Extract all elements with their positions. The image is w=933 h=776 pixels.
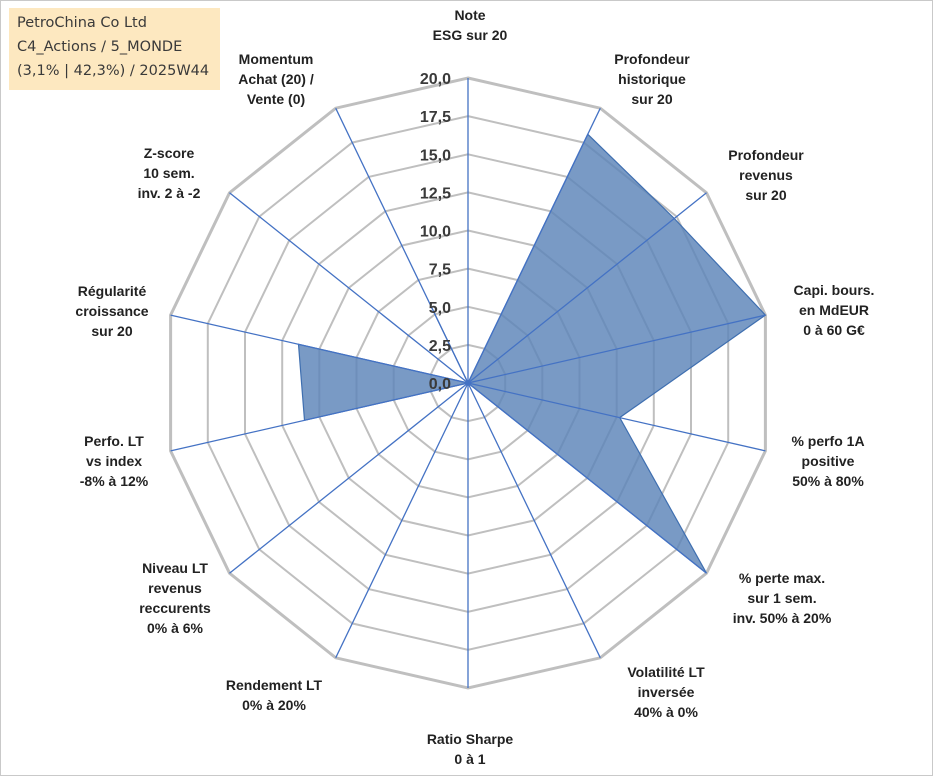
spoke-11	[170, 314, 469, 384]
axis-label-8: 0% à 20%	[242, 697, 306, 713]
tick-label: 20,0	[420, 71, 451, 88]
axis-label-0: ESG sur 20	[433, 27, 508, 43]
axis-label-11: Régularité	[78, 283, 147, 299]
spoke-9	[229, 382, 469, 574]
tick-label: 15,0	[420, 147, 451, 164]
axis-label-8: Rendement LT	[226, 677, 323, 693]
axis-label-10: vs index	[86, 453, 142, 469]
axis-label-3: 0 à 60 G€	[803, 322, 865, 338]
spoke-12	[229, 192, 469, 384]
axis-label-5: sur 1 sem.	[747, 590, 816, 606]
axis-label-0: Note	[454, 7, 485, 23]
spoke-1	[467, 107, 601, 384]
axis-label-4: positive	[802, 453, 855, 469]
axis-label-10: -8% à 12%	[80, 473, 149, 489]
axis-label-3: Capi. bours.	[794, 282, 875, 298]
tick-label: 2,5	[429, 338, 451, 355]
axis-label-9: reccurents	[139, 600, 211, 616]
axis-label-5: % perte max.	[739, 570, 825, 586]
spoke-4	[467, 382, 766, 452]
category-label: C4_Actions / 5_MONDE	[17, 39, 183, 55]
spoke-5	[467, 382, 707, 574]
axis-label-1: sur 20	[631, 91, 672, 107]
axis-label-6: Volatilité LT	[627, 664, 705, 680]
tick-label: 0,0	[429, 376, 451, 393]
spoke-13	[335, 107, 469, 384]
axis-label-6: inversée	[638, 684, 695, 700]
axis-label-12: 10 sem.	[143, 165, 194, 181]
axis-label-3: en MdEUR	[799, 302, 869, 318]
axis-label-2: Profondeur	[728, 147, 804, 163]
radar-axis-labels: Note ESG sur 20 Profondeur historique sur 20…	[75, 7, 874, 767]
axis-label-9: revenus	[148, 580, 202, 596]
stats-label: (3,1% | 42,3%) / 2025W44	[17, 63, 210, 79]
company-name: PetroChina Co Ltd	[17, 15, 147, 31]
axis-label-1: historique	[618, 71, 686, 87]
axis-label-9: Niveau LT	[142, 560, 208, 576]
tick-label: 5,0	[429, 300, 451, 317]
tick-label: 7,5	[429, 262, 451, 279]
axis-label-12: Z-score	[144, 145, 195, 161]
spoke-3	[467, 314, 766, 384]
axis-label-13: Vente (0)	[247, 91, 305, 107]
tick-label: 17,5	[420, 109, 451, 126]
axis-label-1: Profondeur	[614, 51, 690, 67]
spoke-10	[170, 382, 469, 452]
axis-label-7: Ratio Sharpe	[427, 731, 514, 747]
axis-label-6: 40% à 0%	[634, 704, 698, 720]
axis-label-11: sur 20	[91, 323, 132, 339]
tick-label: 12,5	[420, 185, 451, 202]
spoke-2	[467, 192, 707, 384]
axis-label-9: 0% à 6%	[147, 620, 204, 636]
axis-label-13: Achat (20) /	[238, 71, 314, 87]
data-series-area	[297, 133, 767, 574]
tick-label: 10,0	[420, 224, 451, 241]
axis-label-2: sur 20	[745, 187, 786, 203]
axis-label-12: inv. 2 à -2	[138, 185, 201, 201]
radar-spokes	[170, 78, 766, 688]
axis-label-7: 0 à 1	[454, 751, 485, 767]
spoke-6	[467, 382, 601, 659]
axis-label-2: revenus	[739, 167, 793, 183]
radar-ticks: 0,0 2,5 5,0 7,5 10,0 12,5 15,0 17,5 20,0	[420, 71, 451, 393]
axis-label-4: 50% à 80%	[792, 473, 864, 489]
axis-label-5: inv. 50% à 20%	[733, 610, 832, 626]
axis-label-13: Momentum	[239, 51, 314, 67]
axis-label-11: croissance	[75, 303, 148, 319]
radar-series	[297, 133, 767, 574]
spoke-8	[335, 382, 469, 659]
info-box: PetroChina Co Ltd C4_Actions / 5_MONDE (…	[9, 8, 220, 90]
axis-label-4: % perfo 1A	[791, 433, 864, 449]
axis-label-10: Perfo. LT	[84, 433, 144, 449]
